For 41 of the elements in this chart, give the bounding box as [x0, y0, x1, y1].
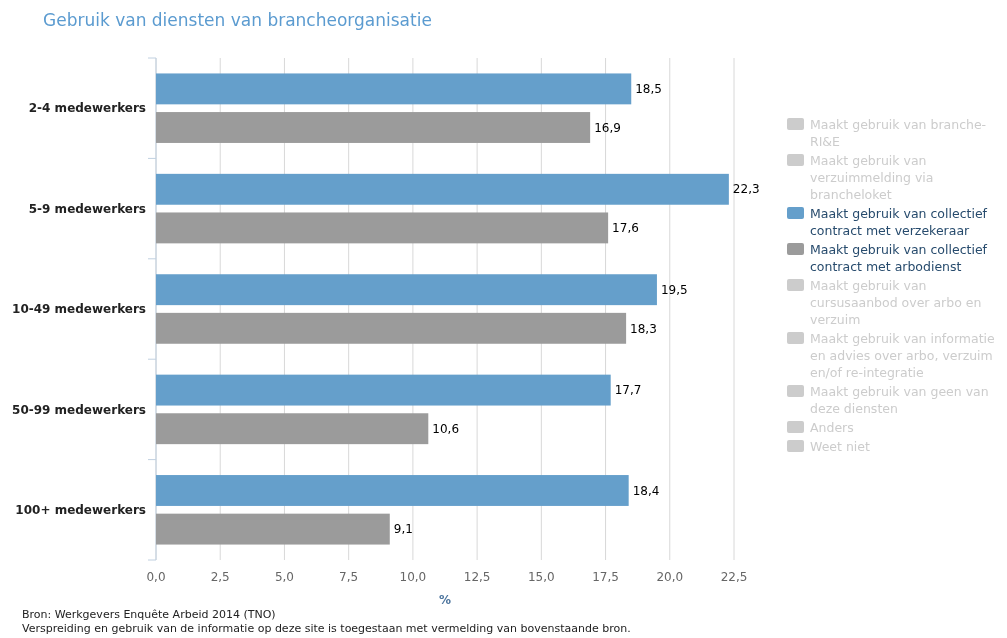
x-axis-title: % — [438, 593, 452, 607]
data-label: 18,4 — [632, 483, 660, 498]
data-label: 18,3 — [630, 321, 657, 336]
y-tick-label: 10-49 medewerkers — [12, 302, 146, 317]
x-tick-label: 12,5 — [463, 570, 491, 584]
data-label: 10,6 — [432, 421, 460, 436]
bar — [156, 413, 429, 445]
x-tick-label: 0,0 — [146, 570, 166, 584]
data-label: 9,1 — [393, 522, 413, 537]
bar — [156, 312, 627, 344]
legend-label: Maakt gebruik van collectief contract met arbodienst — [810, 242, 988, 274]
x-tick-label: 5,0 — [274, 570, 294, 584]
data-label: 22,3 — [732, 182, 760, 197]
y-tick-label: 100+ medewerkers — [15, 503, 146, 517]
x-tick-label: 17,5 — [592, 570, 619, 584]
data-label: 19,5 — [660, 282, 688, 297]
x-tick-label: 10,0 — [399, 570, 427, 584]
x-tick-label: 7,5 — [339, 570, 359, 584]
bar — [156, 73, 632, 105]
data-label: 18,5 — [635, 82, 662, 97]
text: Bron: Werkgevers Enquête Arbeid 2014 (TNO) — [22, 608, 276, 621]
bar — [156, 475, 629, 506]
bar — [156, 274, 657, 306]
bar — [156, 374, 611, 406]
bar — [156, 173, 729, 205]
bar — [156, 112, 591, 143]
legend-label: Maakt gebruik van collectief contract met verzekeraar — [810, 206, 988, 238]
chart-title: Gebruik van diensten van brancheorganisatie — [43, 10, 432, 30]
bar — [156, 513, 390, 545]
y-tick-label: 5-9 medewerkers — [28, 201, 146, 216]
data-label: 16,9 — [594, 120, 621, 135]
text: Verspreiding en gebruik van de informatie op deze site is toegestaan met vermelding van bovenstaande bron. — [22, 622, 631, 635]
bar — [156, 212, 609, 244]
y-tick-label: 50-99 medewerkers — [12, 402, 146, 417]
x-tick-label: 22,5 — [720, 570, 748, 584]
x-tick-label: 20,0 — [656, 570, 684, 584]
x-tick-label: 15,0 — [527, 570, 555, 584]
data-label: 17,7 — [614, 383, 642, 398]
data-label: 17,6 — [612, 221, 639, 236]
x-tick-label: 2,5 — [210, 570, 230, 584]
y-tick-label: 2-4 medewerkers — [28, 101, 146, 116]
